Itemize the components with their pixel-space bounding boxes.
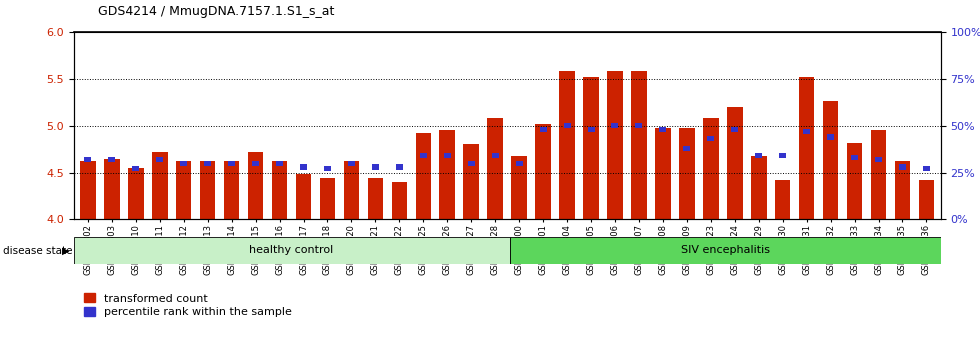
Bar — [109, 157, 116, 162]
Bar — [252, 161, 259, 166]
Bar — [708, 136, 714, 141]
Bar — [248, 152, 264, 219]
Bar — [918, 180, 934, 219]
Bar — [439, 130, 455, 219]
Bar — [587, 127, 595, 132]
Bar — [510, 237, 941, 264]
Bar — [847, 143, 862, 219]
Bar — [152, 152, 168, 219]
Bar — [756, 153, 762, 158]
Bar — [156, 157, 164, 162]
Bar — [560, 71, 575, 219]
Bar — [74, 237, 510, 264]
Bar — [324, 166, 331, 171]
Bar — [419, 153, 427, 158]
Bar — [895, 161, 910, 219]
Bar — [870, 130, 886, 219]
Text: healthy control: healthy control — [249, 245, 333, 256]
Bar — [396, 164, 403, 170]
Bar — [204, 161, 211, 166]
Bar — [319, 178, 335, 219]
Bar — [223, 161, 239, 219]
Legend: transformed count, percentile rank within the sample: transformed count, percentile rank withi… — [79, 289, 296, 322]
Bar — [608, 71, 622, 219]
Bar — [84, 157, 91, 162]
Bar — [132, 166, 139, 171]
Bar — [371, 164, 379, 170]
Bar — [703, 118, 718, 219]
Bar — [492, 153, 499, 158]
Bar — [128, 168, 144, 219]
Bar — [635, 123, 643, 128]
Bar — [487, 118, 503, 219]
Text: SIV encephalitis: SIV encephalitis — [681, 245, 769, 256]
Text: disease state: disease state — [3, 246, 73, 256]
Bar — [731, 127, 738, 132]
Bar — [823, 101, 838, 219]
Bar — [804, 129, 810, 134]
Bar — [631, 71, 647, 219]
Text: GDS4214 / MmugDNA.7157.1.S1_s_at: GDS4214 / MmugDNA.7157.1.S1_s_at — [98, 5, 334, 18]
Bar — [799, 77, 814, 219]
Bar — [368, 178, 383, 219]
Bar — [228, 161, 235, 166]
Bar — [899, 164, 906, 170]
Bar — [535, 124, 551, 219]
Bar — [467, 161, 474, 166]
Bar — [655, 127, 670, 219]
Bar — [392, 182, 407, 219]
Bar — [276, 161, 283, 166]
Bar — [200, 161, 216, 219]
Bar — [851, 155, 858, 160]
Bar — [296, 175, 312, 219]
Bar — [80, 161, 96, 219]
Bar — [923, 166, 930, 171]
Bar — [271, 161, 287, 219]
Bar — [344, 161, 360, 219]
Bar — [827, 135, 834, 139]
Bar — [612, 123, 618, 128]
Bar — [727, 107, 743, 219]
Bar — [660, 127, 666, 132]
Bar — [875, 157, 882, 162]
Bar — [348, 161, 355, 166]
Bar — [775, 180, 791, 219]
Bar — [679, 127, 695, 219]
Bar — [564, 123, 570, 128]
Bar — [180, 161, 187, 166]
Bar — [176, 161, 191, 219]
Bar — [416, 133, 431, 219]
Bar — [515, 161, 522, 166]
Bar — [300, 164, 307, 170]
Bar — [779, 153, 786, 158]
Bar — [751, 156, 766, 219]
Bar — [464, 144, 479, 219]
Text: ▶: ▶ — [62, 246, 70, 256]
Bar — [104, 159, 120, 219]
Bar — [583, 77, 599, 219]
Bar — [540, 127, 547, 132]
Bar — [683, 145, 690, 151]
Bar — [444, 153, 451, 158]
Bar — [512, 156, 527, 219]
